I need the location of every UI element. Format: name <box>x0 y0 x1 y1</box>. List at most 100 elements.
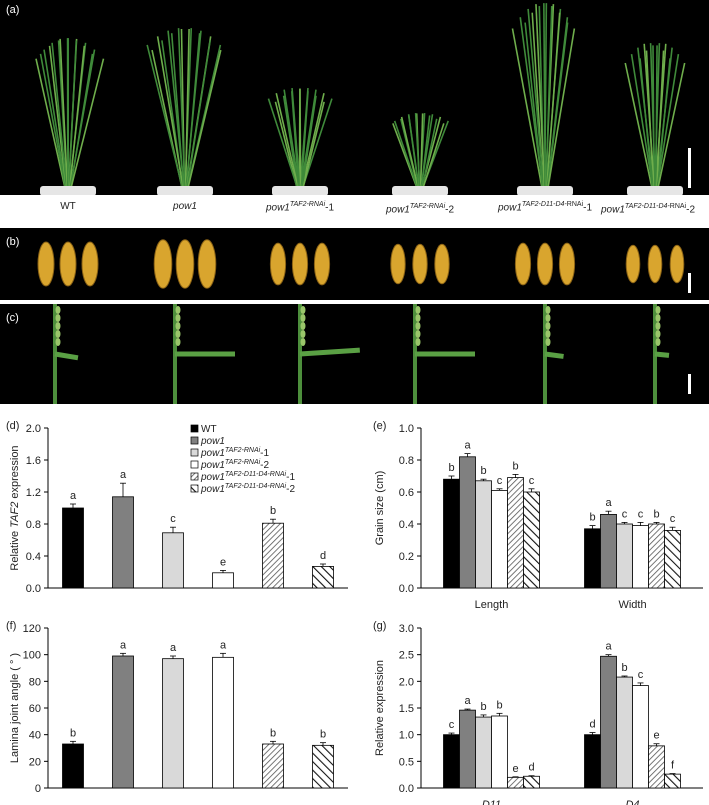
x-tick-label: D11 <box>482 799 501 805</box>
leaf <box>527 8 545 189</box>
significance-letter: a <box>605 641 612 653</box>
significance-letter: b <box>480 701 486 713</box>
leaf <box>69 53 94 189</box>
panel-label-e: (e) <box>373 420 387 432</box>
bar <box>600 655 617 789</box>
panel-label-a: (a) <box>6 4 20 16</box>
leaf <box>39 53 67 189</box>
significance-letter: a <box>170 642 177 654</box>
leaf <box>69 45 86 189</box>
leaf <box>400 116 419 189</box>
significance-letter: a <box>120 639 127 651</box>
y-tick-label: 60 <box>29 703 41 715</box>
leaf <box>414 113 421 189</box>
significance-letter: a <box>120 469 127 481</box>
leaf-blade <box>299 347 360 357</box>
chart-d: 0.0 0.4 0.8 1.2 1.6 2.0 a a c e b d Relative TAF2 ex… <box>9 423 348 595</box>
leaf <box>421 118 438 189</box>
y-tick-label: 0.8 <box>26 519 41 531</box>
leaf <box>422 123 445 189</box>
grain <box>37 241 55 287</box>
significance-letter: f <box>671 760 675 772</box>
leaf <box>177 28 186 189</box>
bar <box>212 572 234 589</box>
significance-letter: b <box>589 512 595 524</box>
grain <box>175 239 195 289</box>
panicle-grain <box>175 314 181 322</box>
panicle-grain <box>415 330 421 338</box>
y-tick-label: 0.0 <box>26 583 41 595</box>
genotype-label-wt: WT <box>60 201 76 212</box>
significance-letter: c <box>170 513 176 525</box>
panicle-grain <box>415 338 421 346</box>
significance-letter: a <box>220 639 227 651</box>
y-tick-label: 1.2 <box>26 487 41 499</box>
bar <box>112 496 134 589</box>
panicle-grain <box>55 338 61 346</box>
bar <box>262 522 284 589</box>
leaf <box>146 44 184 189</box>
y-tick-label: 0.8 <box>399 455 414 467</box>
grain <box>153 239 173 289</box>
y-tick-label: 120 <box>23 623 41 635</box>
leaf <box>543 3 546 189</box>
chart-g: 0.00.51.01.52.02.53.0ca b be dD11dabcefD4Re… <box>374 623 703 805</box>
significance-letter: a <box>70 490 77 502</box>
genotype-label-d11-1: pow1TAF2-D11-D4-RNAi-1 <box>497 201 593 214</box>
bar <box>459 456 476 589</box>
leaf <box>156 36 184 189</box>
grain <box>197 239 217 289</box>
leaf <box>68 40 78 189</box>
panicle-grain <box>655 338 661 346</box>
significance-letter: d <box>589 719 595 731</box>
legend-label: pow1 <box>200 436 225 447</box>
significance-letter: d <box>320 550 326 562</box>
bar <box>212 656 234 789</box>
significance-letter: c <box>638 508 644 520</box>
pot <box>392 186 448 195</box>
leaf <box>657 62 686 189</box>
significance-letter: b <box>270 727 276 739</box>
leaf-blade <box>544 351 564 359</box>
bar <box>312 744 334 789</box>
y-axis-label: Grain size (cm) <box>374 471 386 546</box>
leaf <box>59 38 69 189</box>
pot <box>40 186 96 195</box>
significance-letter: c <box>670 513 676 525</box>
y-tick-label: 0.5 <box>399 756 414 768</box>
y-tick-label: 2.0 <box>26 423 41 435</box>
grain <box>625 244 641 284</box>
bar <box>523 491 540 589</box>
panicle-grain <box>175 306 181 314</box>
bar <box>62 507 84 589</box>
leaf <box>637 47 655 189</box>
genotype-label-rnai-2: pow1TAF2-RNAi-2 <box>385 203 455 216</box>
grain <box>669 244 685 284</box>
leaf <box>51 42 68 189</box>
y-axis-label: Lamina joint angle ( ° ) <box>9 653 21 763</box>
panicle-grain <box>415 306 421 314</box>
scale-bar <box>688 374 691 394</box>
y-tick-label: 0.4 <box>399 519 414 531</box>
x-tick-label: D4 <box>625 799 639 805</box>
bar <box>523 775 540 789</box>
leaf <box>267 98 299 189</box>
y-axis-label: Relative TAF2 expression <box>9 445 21 570</box>
panicle-grain <box>55 322 61 330</box>
y-tick-label: 2.5 <box>399 650 414 662</box>
pot <box>272 186 328 195</box>
leaf-blade <box>54 351 79 361</box>
panel-label-d: (d) <box>6 420 20 432</box>
significance-letter: b <box>480 465 486 477</box>
y-tick-label: 80 <box>29 676 41 688</box>
panicle-grain <box>300 306 306 314</box>
panicle-grain <box>175 338 181 346</box>
leaf <box>547 28 576 189</box>
leaf <box>546 22 569 189</box>
bar <box>600 514 617 589</box>
leaf-blade <box>654 351 670 358</box>
panicle-grain <box>655 322 661 330</box>
significance-letter: d <box>528 762 534 774</box>
legend-label: pow1TAF2-D11-D4-RNAi-2 <box>200 483 295 495</box>
legend-swatch <box>190 460 199 469</box>
